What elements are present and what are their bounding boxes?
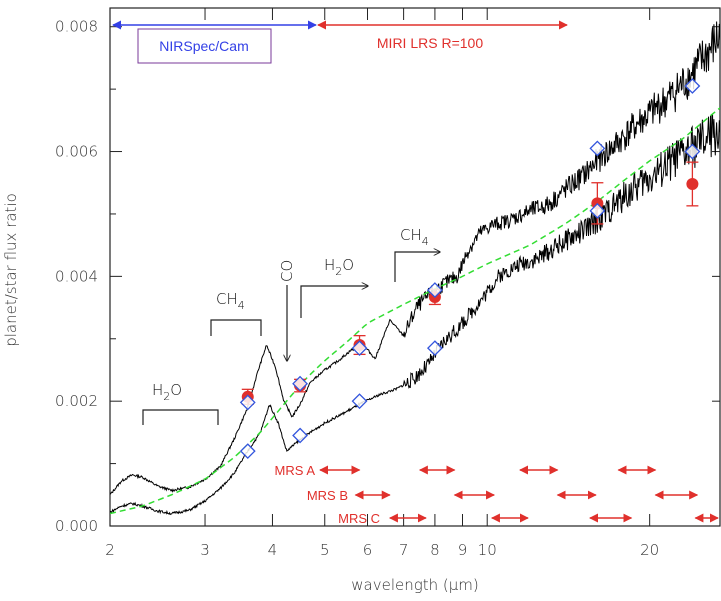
model-band-diamond (239, 394, 256, 411)
model-band-diamond (351, 393, 368, 410)
x-tick-label: 4 (268, 541, 278, 559)
model-band-diamond (589, 140, 606, 157)
x-tick-label: 6 (363, 541, 373, 559)
y-axis-title: planet/star flux ratio (2, 193, 20, 347)
observed-point (686, 177, 699, 190)
h2o-annotation-2: H2O (300, 256, 368, 318)
h2o-annotation-1: H2O (142, 381, 219, 425)
x-tick-label: 7 (399, 541, 409, 559)
ch4-arrow-2 (394, 252, 440, 282)
y-axis-ticks: 0.000 0.002 0.004 0.006 0.008 (55, 18, 720, 535)
ch4-annotation-1: CH4 (210, 290, 262, 336)
model-band-diamond (292, 375, 308, 392)
x-tick-label: 3 (200, 541, 210, 559)
model-band-diamond (589, 202, 606, 219)
h2o-label-2: H2O (324, 256, 354, 278)
model-series-line (110, 107, 720, 515)
nirspec-band: NIRSpec/Cam (112, 20, 317, 64)
y-tick-label: 0.008 (55, 18, 98, 36)
x-tick-label: 9 (458, 541, 468, 559)
y-tick-label: 0.006 (55, 143, 98, 161)
mrs-row-label: MRS B (307, 488, 348, 503)
model-band-diamond (292, 427, 308, 444)
y-tick-label: 0.004 (55, 267, 98, 285)
x-tick-label: 8 (430, 541, 440, 559)
mrs-row-label: MRS A (275, 463, 316, 478)
mrs-layer: MRS A MRS B MRS C (275, 463, 719, 526)
x-axis-title: wavelength (μm) (351, 576, 479, 594)
co-label: CO (278, 260, 296, 282)
x-tick-label: 2 (105, 541, 115, 559)
upper-spectrum-line (110, 21, 720, 495)
mrs-row-label: MRS C (338, 511, 380, 526)
co-annotation: CO (278, 260, 296, 361)
x-tick-label: 20 (640, 541, 659, 559)
model-band-diamond (684, 78, 701, 94)
nirspec-label-box (137, 28, 272, 64)
ch4-bracket-1 (210, 319, 262, 336)
plot-frame (109, 7, 721, 527)
h2o-label-1: H2O (152, 381, 182, 403)
marker-layer (239, 78, 701, 460)
x-tick-label: 10 (478, 541, 497, 559)
model-band-diamond (426, 340, 443, 357)
nirspec-label: NIRSpec/Cam (159, 38, 248, 54)
ch4-label-2: CH4 (400, 226, 429, 248)
ch4-annotation-2: CH4 (394, 226, 440, 282)
x-axis-ticks: 2 3 4 5 6 7 8 9 10 20 (105, 8, 659, 559)
lower-spectrum-line (110, 113, 720, 516)
model-band-diamond (684, 143, 701, 160)
model-band-diamond (239, 443, 256, 460)
model-band-diamond (426, 282, 443, 299)
series-layer (110, 21, 720, 516)
h2o-arrow-2 (300, 286, 368, 318)
model-band-diamond (351, 340, 368, 357)
miri-label: MIRI LRS R=100 (377, 35, 483, 51)
x-tick-label: 5 (320, 541, 330, 559)
ch4-label-1: CH4 (216, 290, 245, 312)
h2o-bracket-1 (142, 409, 219, 425)
miri-band: MIRI LRS R=100 (317, 20, 568, 51)
y-tick-label: 0.002 (55, 392, 98, 410)
y-tick-label: 0.000 (55, 517, 98, 535)
